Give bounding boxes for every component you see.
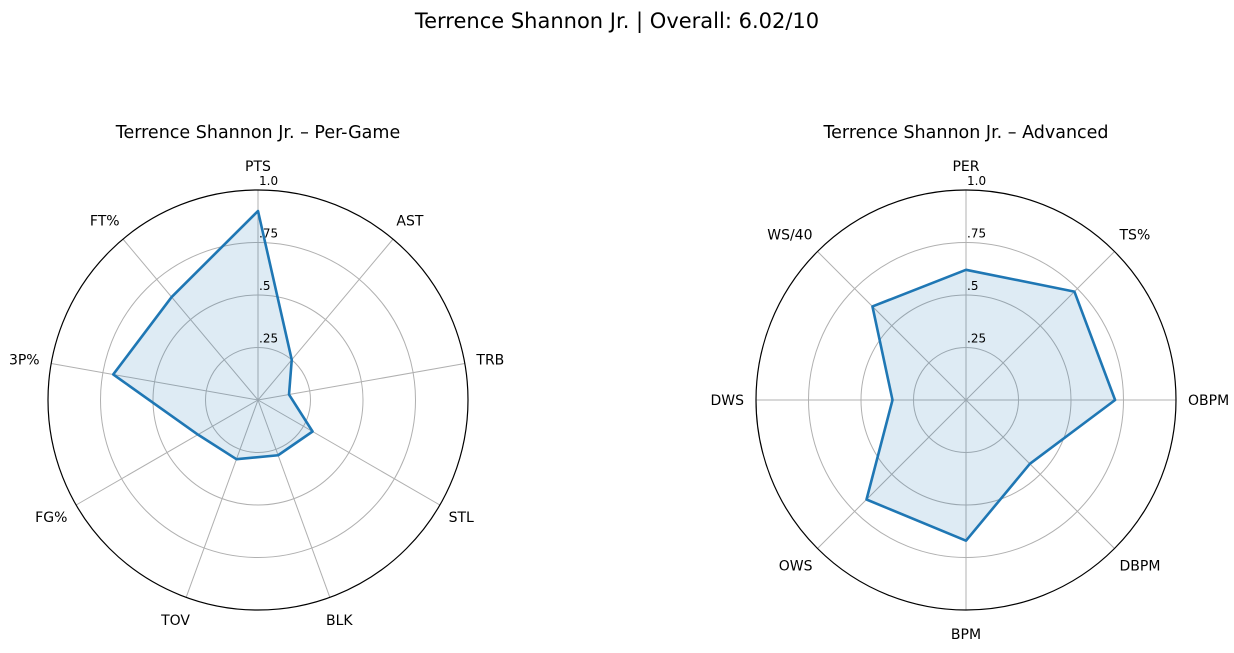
axis-spoke <box>965 251 1115 401</box>
radial-tick-label: .75 <box>259 227 278 241</box>
axis-spoke <box>257 399 441 506</box>
figure-title: Terrence Shannon Jr. | Overall: 6.02/10 <box>414 9 820 33</box>
axis-label: TS% <box>1119 228 1151 244</box>
series-line <box>111 209 314 461</box>
radial-tick-label: 1.0 <box>259 174 278 188</box>
axis-label: DBPM <box>1120 559 1161 575</box>
radial-tick-label: .5 <box>967 279 978 293</box>
axis-label: DWS <box>710 393 744 409</box>
axis-label: STL <box>449 510 474 526</box>
axis-label: AST <box>396 214 423 230</box>
series-line <box>865 268 1117 543</box>
radial-tick-label: .25 <box>259 332 278 346</box>
axis-spoke <box>817 251 967 401</box>
axis-spoke <box>817 399 967 549</box>
radial-tick-label: .25 <box>967 332 986 346</box>
axis-label: PER <box>952 159 979 175</box>
axis-label: TRB <box>475 352 504 368</box>
axis-label: BPM <box>951 627 981 643</box>
polar-frame <box>755 189 1177 611</box>
series-area <box>113 211 313 460</box>
series-area <box>866 269 1116 541</box>
axis-spoke <box>122 238 259 401</box>
axis-label: FT% <box>90 214 120 230</box>
axis-spoke <box>965 399 1115 549</box>
axis-spoke <box>257 363 465 401</box>
axis-label: 3P% <box>9 352 40 368</box>
axis-label: WS/40 <box>767 228 812 244</box>
axis-label: TOV <box>160 613 190 629</box>
axis-label: BLK <box>326 613 353 629</box>
chart-title: Terrence Shannon Jr. – Per-Game <box>115 123 400 143</box>
axis-label: PTS <box>245 159 271 175</box>
polar-frame <box>47 189 469 611</box>
radial-tick-label: .75 <box>967 227 986 241</box>
axis-label: FG% <box>35 510 67 526</box>
axis-spoke <box>185 399 259 598</box>
radar-chart-advanced: Terrence Shannon Jr. – Advanced .25 .5 .75… <box>710 123 1229 643</box>
radial-tick-label: 1.0 <box>967 174 986 188</box>
axis-spoke <box>257 238 394 401</box>
axis-label: OWS <box>779 559 813 575</box>
chart-title: Terrence Shannon Jr. – Advanced <box>822 123 1108 143</box>
axis-spoke <box>257 399 331 598</box>
radial-tick-label: .5 <box>259 279 270 293</box>
axis-spoke <box>51 363 259 401</box>
radar-chart-per-game: Terrence Shannon Jr. – Per-Game .25 .5 .75… <box>9 123 504 629</box>
axis-label: OBPM <box>1188 393 1229 409</box>
axis-spoke <box>75 399 259 506</box>
